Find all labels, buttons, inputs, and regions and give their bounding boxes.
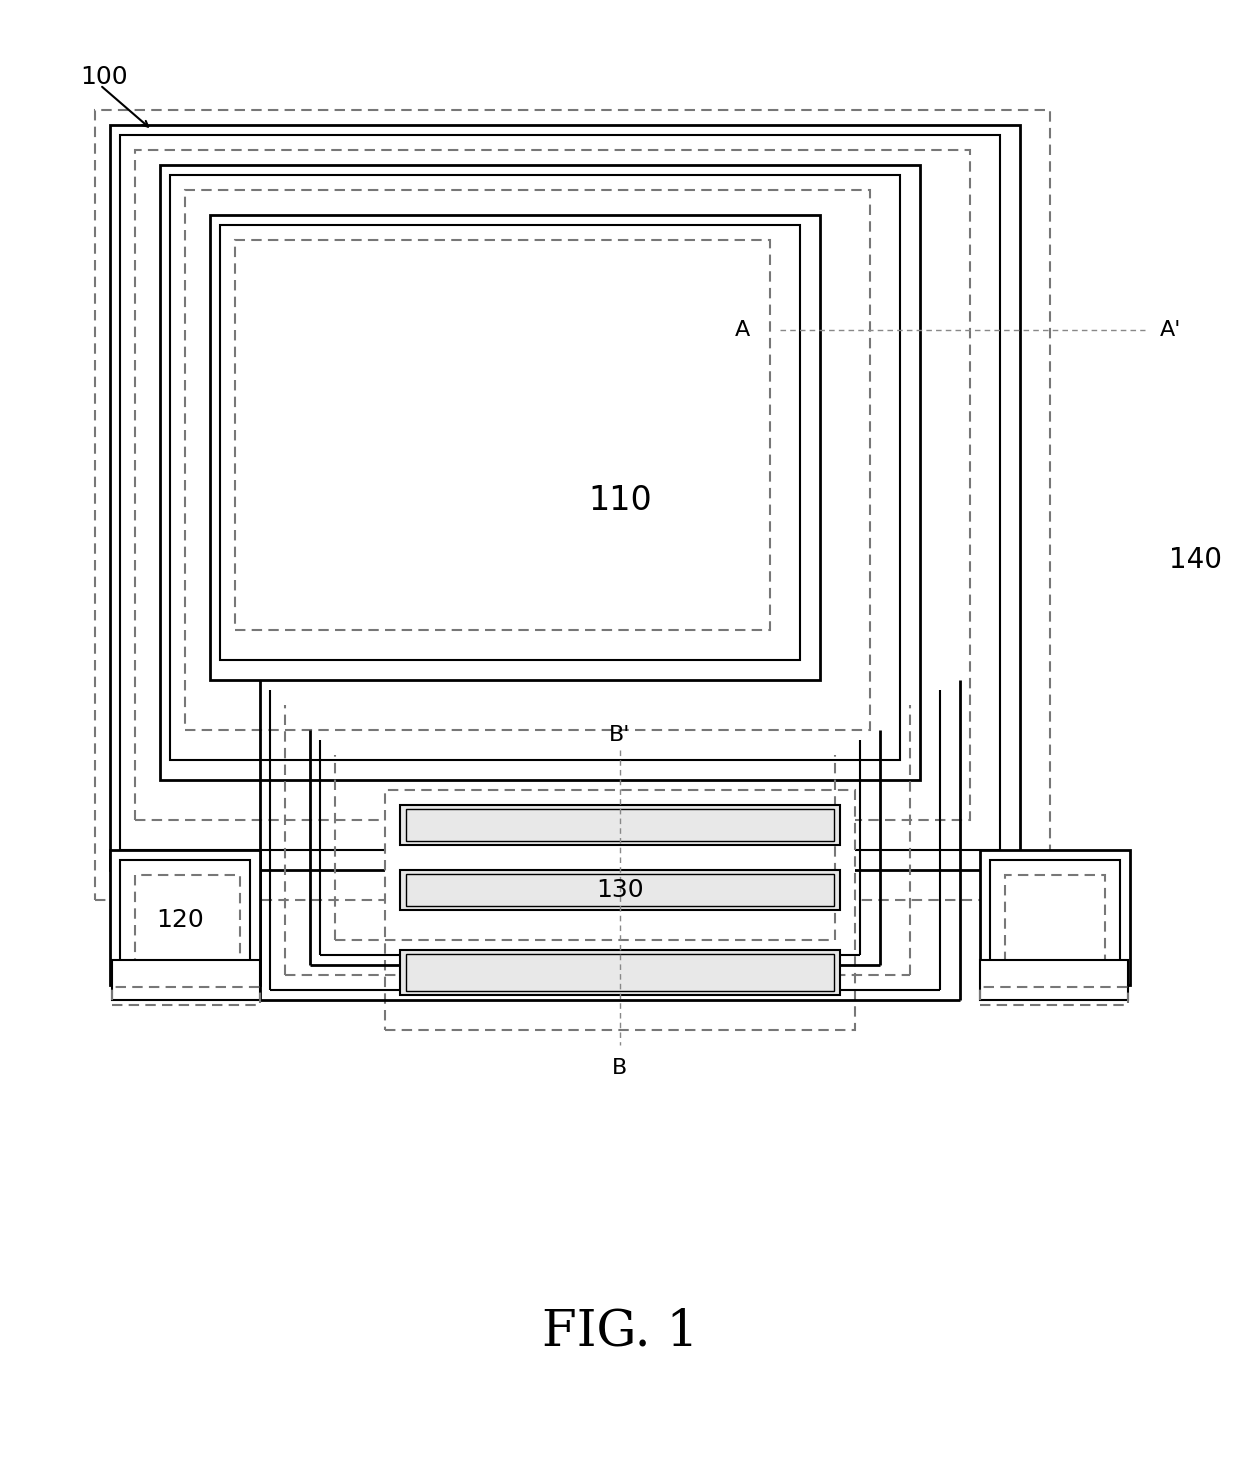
Bar xyxy=(160,165,920,780)
Bar xyxy=(401,950,839,994)
Bar xyxy=(135,150,970,820)
Text: B: B xyxy=(613,1058,627,1077)
Text: FIG. 1: FIG. 1 xyxy=(542,1307,698,1356)
Bar xyxy=(405,954,835,991)
Bar xyxy=(95,110,1050,900)
Bar xyxy=(110,851,260,986)
Bar xyxy=(405,874,835,906)
Bar xyxy=(236,240,770,630)
Bar xyxy=(135,874,241,965)
Bar xyxy=(990,860,1120,975)
Text: 140: 140 xyxy=(1168,545,1221,574)
Bar xyxy=(405,809,835,840)
Bar xyxy=(401,870,839,910)
Text: 130: 130 xyxy=(596,877,644,903)
Text: B': B' xyxy=(609,725,631,745)
Bar xyxy=(401,805,839,845)
Bar xyxy=(1004,874,1105,965)
Bar xyxy=(185,190,870,731)
Bar xyxy=(120,135,999,851)
Bar xyxy=(112,987,260,1005)
Bar xyxy=(980,851,1130,986)
Text: A': A' xyxy=(1159,320,1182,339)
Text: 110: 110 xyxy=(588,483,652,517)
Bar xyxy=(219,225,800,659)
Bar xyxy=(170,175,900,760)
Text: A: A xyxy=(735,320,750,339)
Text: 100: 100 xyxy=(81,65,128,89)
Text: 120: 120 xyxy=(156,908,203,932)
Bar xyxy=(95,110,1050,900)
Bar xyxy=(210,215,820,680)
Bar xyxy=(384,790,856,1030)
Bar xyxy=(980,960,1128,1000)
Bar xyxy=(120,860,250,975)
Bar xyxy=(112,960,260,1000)
Bar xyxy=(110,124,1021,870)
Bar xyxy=(980,987,1128,1005)
